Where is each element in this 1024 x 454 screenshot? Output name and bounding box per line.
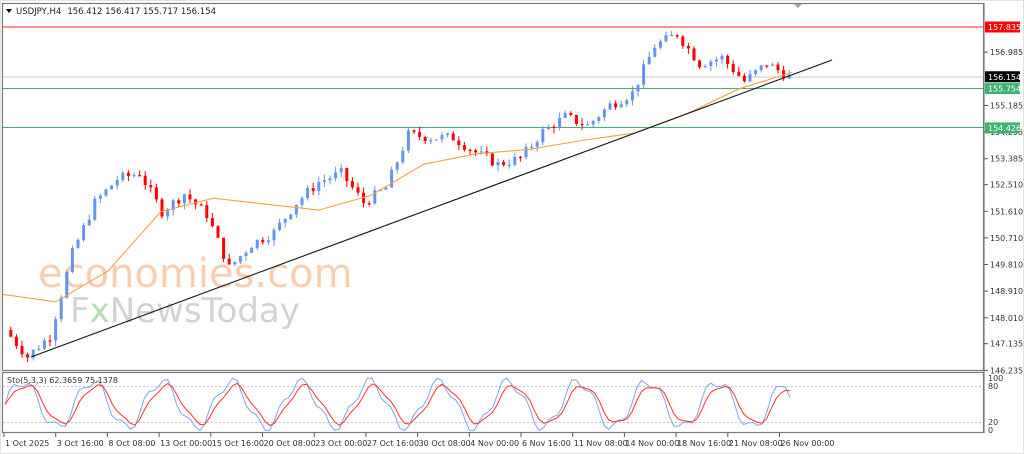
time-tick-label: 3 Oct 16:00 (57, 439, 104, 448)
price-tick-label: 151.610 (990, 207, 1023, 216)
price-axis[interactable]: 156.985155.185154.295153.385152.510151.6… (983, 3, 1023, 433)
time-tick-label: 13 Oct 00:00 (160, 439, 212, 448)
time-tick-label: 20 Oct 08:00 (264, 439, 316, 448)
time-tick-label: 11 Nov 08:00 (574, 439, 628, 448)
price-tick-label: 152.510 (990, 181, 1023, 190)
price-level-value: 156.154 (988, 73, 1021, 82)
time-tick-label: 6 Nov 16:00 (522, 439, 571, 448)
price-tick-label: 150.710 (990, 234, 1023, 243)
time-tick-label: 21 Nov 08:00 (729, 439, 783, 448)
stochastic-signal-line (4, 382, 791, 427)
horizontal-levels (3, 26, 983, 128)
price-level-badge (985, 122, 1020, 134)
price-level-badge (985, 83, 1020, 95)
price-level-badge (985, 21, 1020, 33)
watermark-fxnewstoday: FxNewsToday (70, 291, 300, 331)
stochastic-label: Sto(5,3,3) 62.3659 75.1378 (7, 376, 118, 385)
time-tick-label: 1 Oct 2025 (5, 439, 49, 448)
sto-level-label: 100 (988, 374, 1003, 383)
time-tick-label: 8 Oct 08:00 (108, 439, 155, 448)
time-tick-label: 4 Nov 00:00 (470, 439, 519, 448)
candlestick-series (9, 30, 791, 363)
price-level-value: 154.426 (988, 124, 1021, 133)
stochastic-frame[interactable] (1, 371, 985, 434)
time-tick-label: 27 Oct 16:00 (367, 439, 419, 448)
price-tick-label: 147.135 (990, 340, 1023, 349)
time-tick-label: 30 Oct 08:00 (419, 439, 471, 448)
chart-header: USDJPY,H4 156.412 156.417 155.717 156.154 (6, 7, 216, 17)
price-level-badge (985, 71, 1020, 83)
sto-level-label: 0 (988, 426, 993, 435)
watermark: economies.com FxNewsToday (38, 251, 353, 331)
triangle-down-icon[interactable] (6, 9, 12, 13)
price-tick-label: 153.385 (990, 155, 1023, 164)
symbol-ohlc: USDJPY,H4 156.412 156.417 155.717 156.154 (16, 7, 216, 17)
time-tick-label: 23 Oct 00:00 (315, 439, 367, 448)
sto-level-label: 80 (988, 382, 998, 391)
price-level-value: 157.835 (988, 23, 1021, 32)
price-level-value: 155.754 (988, 85, 1021, 94)
price-tick-label: 149.810 (990, 261, 1023, 270)
time-tick-label: 26 Nov 00:00 (781, 439, 835, 448)
price-tick-label: 148.010 (990, 314, 1023, 323)
time-tick-label: 15 Oct 16:00 (212, 439, 264, 448)
price-tick-label: 148.910 (990, 287, 1023, 296)
time-tick-label: 14 Nov 00:00 (625, 439, 679, 448)
price-tick-label: 155.185 (990, 101, 1023, 110)
time-axis[interactable]: 1 Oct 2025 3 Oct 16:00 8 Oct 08:00 13 Oct 0… (3, 433, 835, 448)
time-tick-label: 18 Nov 16:00 (677, 439, 731, 448)
trendline[interactable] (30, 59, 833, 358)
chart-shift-marker-icon[interactable] (794, 4, 802, 8)
watermark-economies: economies.com (38, 251, 353, 297)
sto-level-label: 20 (988, 418, 998, 427)
price-tick-label: 156.985 (990, 48, 1023, 57)
price-tick-label: 146.235 (990, 366, 1023, 375)
